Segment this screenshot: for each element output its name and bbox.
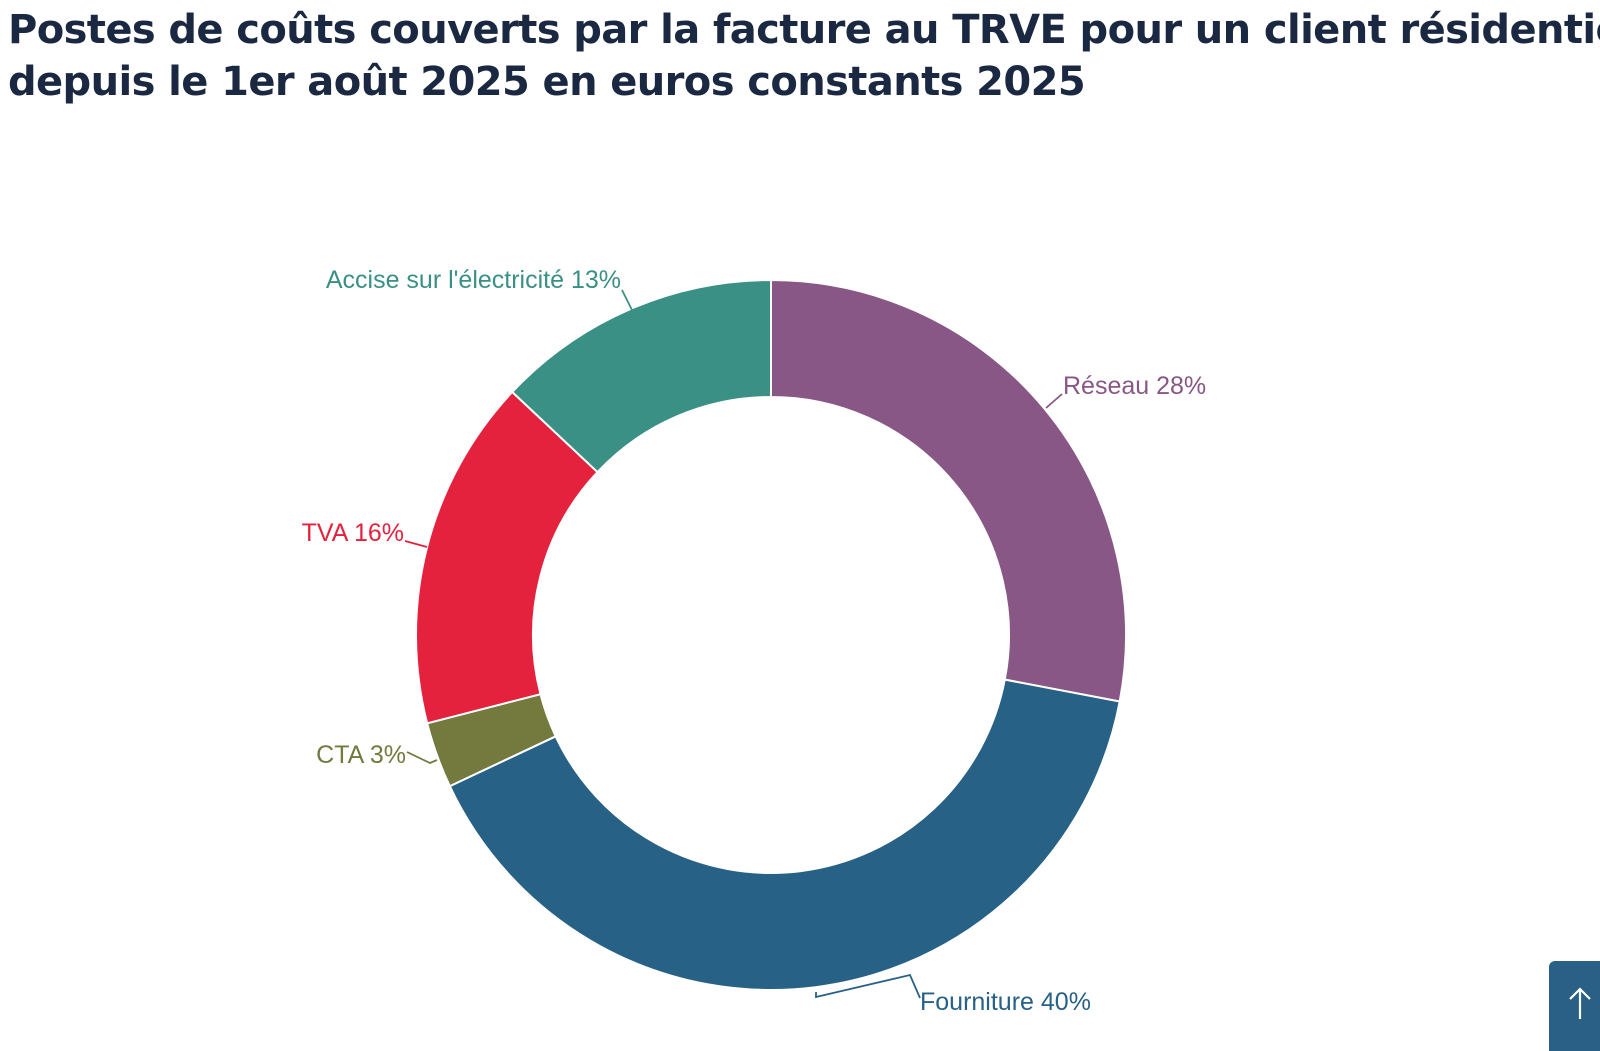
back-to-top-button[interactable] <box>1549 961 1600 1051</box>
slice-label-fourniture: Fourniture 40% <box>920 988 1091 1016</box>
leader-line-tva <box>404 540 428 548</box>
slice-label-reseau: Réseau 28% <box>1063 372 1206 400</box>
leader-line-fourniture <box>815 973 921 999</box>
slice-accise-sur-l-electricite[interactable] <box>510 278 772 474</box>
leader-line-reseau <box>1045 393 1063 409</box>
slice-label-accise-sur-l-electricite: Accise sur l'électricité 13% <box>326 266 621 294</box>
chart-title: Postes de coûts couverts par la facture … <box>8 4 1600 108</box>
chart-title-line-2: depuis le 1er août 2025 en euros constan… <box>8 59 1086 105</box>
slice-label-tva: TVA 16% <box>302 519 404 547</box>
chart-title-line-1: Postes de coûts couverts par la facture … <box>8 7 1600 53</box>
slice-labels: Réseau 28% Fourniture 40% CTA 3% TVA 16% Acc… <box>302 266 1207 1016</box>
slice-fourniture[interactable] <box>448 678 1121 991</box>
slice-label-cta: CTA 3% <box>316 741 406 769</box>
leader-line-cta <box>406 751 438 764</box>
slice-reseau[interactable] <box>770 278 1127 703</box>
arrow-up-icon <box>1569 987 1591 1019</box>
donut-slices <box>415 278 1127 991</box>
leader-line-accise-sur-l-electricite <box>621 289 633 311</box>
label-leaders <box>404 289 1063 999</box>
